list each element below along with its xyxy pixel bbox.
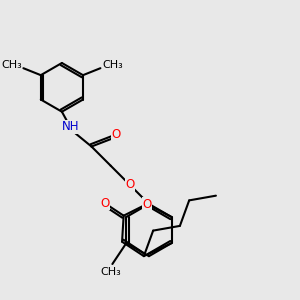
Text: O: O: [125, 178, 134, 191]
Text: O: O: [100, 197, 110, 210]
Text: CH₃: CH₃: [102, 60, 123, 70]
Text: CH₃: CH₃: [100, 267, 121, 277]
Text: O: O: [111, 128, 121, 141]
Text: O: O: [142, 197, 152, 211]
Text: NH: NH: [62, 120, 80, 133]
Text: CH₃: CH₃: [1, 60, 22, 70]
